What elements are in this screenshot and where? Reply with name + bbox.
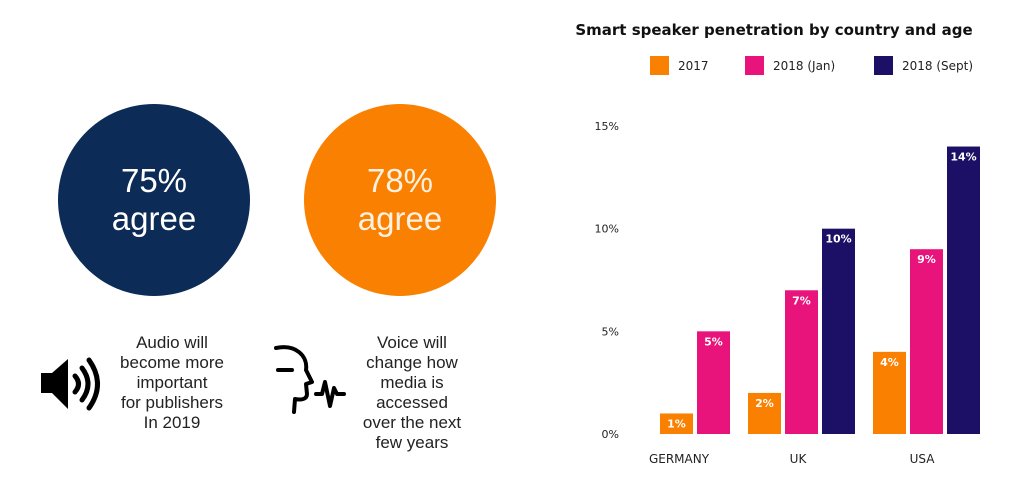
- bar-data-label: 1%: [667, 417, 686, 430]
- caption-voice: Voice will change how media is accessed …: [348, 333, 476, 453]
- y-tick-label: 5%: [602, 325, 619, 338]
- legend-label: 2018 (Jan): [773, 59, 835, 73]
- y-tick-label: 0%: [602, 428, 619, 441]
- y-tick-label: 15%: [595, 120, 619, 133]
- caption-line: important: [136, 373, 208, 392]
- stat-circle-audio: 75% agree: [58, 104, 250, 296]
- caption-line: change how: [366, 353, 458, 372]
- x-category-label: UK: [790, 452, 808, 466]
- bar-uk-0: [748, 392, 781, 434]
- bar-germany-1: [697, 331, 730, 434]
- chart-title: Smart speaker penetration by country and…: [575, 21, 972, 39]
- chart-bars: 1% 5% 2% 7% 10% 4% 9% 14%: [660, 146, 980, 435]
- chart-legend: 2017 2018 (Jan) 2018 (Sept): [650, 56, 973, 75]
- stat-label: agree: [111, 200, 197, 237]
- stat-circle-voice: 78% agree: [304, 104, 496, 296]
- caption-line: few years: [375, 433, 449, 452]
- bar-data-label: 10%: [825, 233, 851, 246]
- bar-uk-1: [785, 290, 818, 434]
- caption-line: Voice will: [377, 333, 447, 352]
- speaker-icon: [38, 354, 104, 414]
- bar-germany-0: [660, 413, 693, 434]
- x-category-label: GERMANY: [649, 452, 710, 466]
- caption-audio: Audio will become more important for pub…: [104, 333, 240, 433]
- y-axis: 0% 5% 10% 15%: [595, 120, 619, 441]
- bar-data-label: 2%: [755, 397, 774, 410]
- legend-swatch: [745, 56, 764, 75]
- legend-swatch: [650, 56, 669, 75]
- legend-label: 2018 (Sept): [902, 59, 973, 73]
- bar-uk-2: [822, 228, 855, 434]
- bar-usa-1: [910, 249, 943, 434]
- bar-data-label: 7%: [792, 294, 811, 307]
- stat-label: agree: [357, 200, 443, 237]
- caption-line: Audio will: [136, 333, 208, 352]
- legend-label: 2017: [678, 59, 709, 73]
- legend-swatch: [874, 56, 893, 75]
- bar-usa-0: [873, 351, 906, 434]
- x-axis: GERMANY UK USA: [649, 452, 935, 466]
- caption-line: accessed: [376, 393, 448, 412]
- caption-line: In 2019: [143, 413, 201, 432]
- y-tick-label: 10%: [595, 223, 619, 236]
- caption-line: media is: [380, 373, 444, 392]
- bar-data-label: 14%: [950, 151, 976, 164]
- caption-line: become more: [120, 353, 224, 372]
- bar-data-label: 5%: [704, 335, 723, 348]
- voice-recognition-icon: [270, 342, 346, 420]
- caption-line: for publishers: [120, 393, 224, 412]
- caption-line: over the next: [362, 413, 462, 432]
- stat-value: 78%: [366, 162, 434, 199]
- bar-chart: Smart speaker penetration by country and…: [575, 21, 980, 466]
- bar-data-label: 4%: [880, 356, 899, 369]
- bar-usa-2: [947, 146, 980, 435]
- stat-value: 75%: [120, 162, 188, 199]
- x-category-label: USA: [910, 452, 936, 466]
- bar-data-label: 9%: [917, 253, 936, 266]
